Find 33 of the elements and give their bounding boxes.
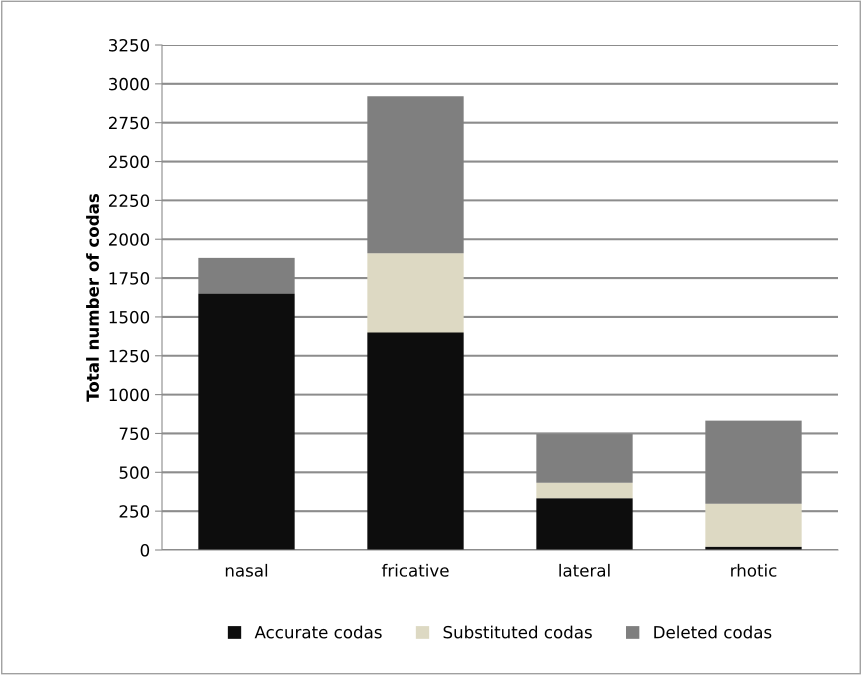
- legend-label: Accurate codas: [254, 626, 382, 638]
- bar: [705, 546, 802, 550]
- y-tick-label: 750: [120, 427, 150, 440]
- y-tick-label: 2250: [109, 194, 150, 207]
- y-tick-label: 1500: [110, 310, 150, 324]
- y-tick-label: 1750: [110, 272, 150, 285]
- bar: [536, 434, 633, 483]
- x-tick-label: rhotic: [731, 564, 776, 577]
- legend-label: Substituted codas: [444, 626, 592, 638]
- y-tick-label: 500: [120, 466, 150, 479]
- y-axis-title: Total number of codas: [86, 194, 99, 402]
- bar: [198, 258, 295, 294]
- bar: [367, 96, 464, 254]
- y-tick-label: 2000: [109, 233, 150, 246]
- y-tick-label: 1000: [110, 388, 150, 402]
- bar: [705, 504, 802, 547]
- y-tick-label: 0: [140, 544, 150, 557]
- bar: [367, 332, 464, 550]
- y-tick-label: 250: [120, 505, 150, 518]
- y-tick-label: 2500: [109, 156, 150, 168]
- y-tick-label: 2750: [109, 116, 150, 130]
- y-tick-label: 1250: [110, 350, 150, 362]
- y-tick-label: 3250: [109, 38, 150, 52]
- bar: [536, 482, 633, 498]
- x-tick-label: nasal: [226, 564, 268, 577]
- bar: [536, 498, 633, 550]
- y-tick-label: 3000: [109, 78, 150, 90]
- bar: [705, 420, 802, 504]
- legend-label: Deleted codas: [654, 626, 772, 638]
- x-tick-label: fricative: [382, 564, 449, 577]
- bar: [367, 253, 464, 332]
- bar: [198, 294, 295, 550]
- x-tick-label: lateral: [559, 564, 610, 577]
